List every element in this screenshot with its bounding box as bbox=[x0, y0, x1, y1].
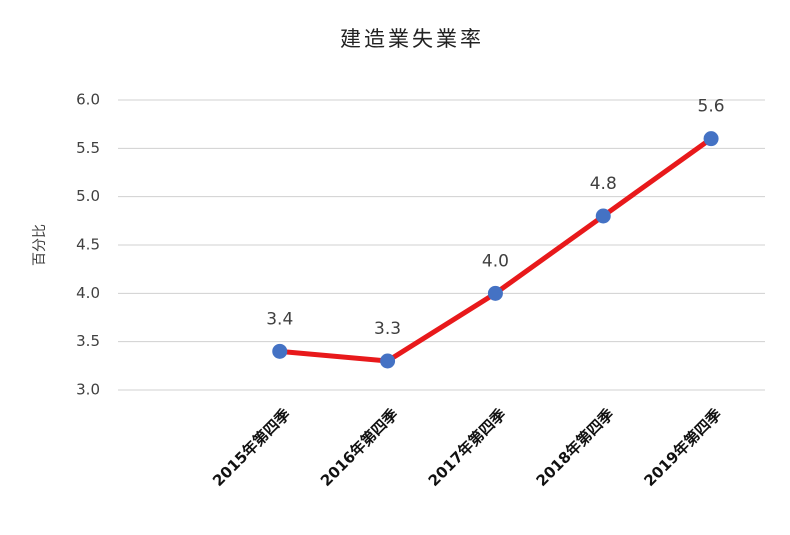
x-tick-label: 2015年第四季 bbox=[209, 405, 294, 490]
chart-title: 建造業失業率 bbox=[340, 27, 484, 51]
marker bbox=[380, 353, 396, 369]
y-tick-label: 5.0 bbox=[76, 187, 100, 205]
data-label: 4.8 bbox=[590, 174, 617, 194]
x-tick-label: 2016年第四季 bbox=[317, 405, 402, 490]
x-tick-label: 2019年第四季 bbox=[640, 405, 725, 490]
data-label: 4.0 bbox=[482, 251, 509, 271]
y-tick-label: 4.0 bbox=[76, 284, 100, 302]
x-tick-label: 2018年第四季 bbox=[533, 405, 618, 490]
y-axis-label: 百分比 bbox=[32, 224, 48, 266]
y-tick-label: 3.0 bbox=[76, 381, 100, 399]
y-tick-label: 3.5 bbox=[76, 332, 100, 350]
marker bbox=[703, 131, 719, 147]
marker bbox=[272, 343, 288, 359]
x-tick-label: 2017年第四季 bbox=[425, 405, 510, 490]
marker bbox=[487, 285, 503, 301]
y-tick-label: 5.5 bbox=[76, 139, 100, 157]
y-tick-label: 4.5 bbox=[76, 236, 100, 254]
data-label: 3.3 bbox=[374, 319, 401, 339]
data-label: 5.6 bbox=[698, 97, 725, 117]
marker bbox=[595, 208, 611, 224]
line bbox=[279, 136, 713, 364]
y-tick-label: 6.0 bbox=[76, 91, 100, 109]
data-label: 3.4 bbox=[266, 309, 293, 329]
